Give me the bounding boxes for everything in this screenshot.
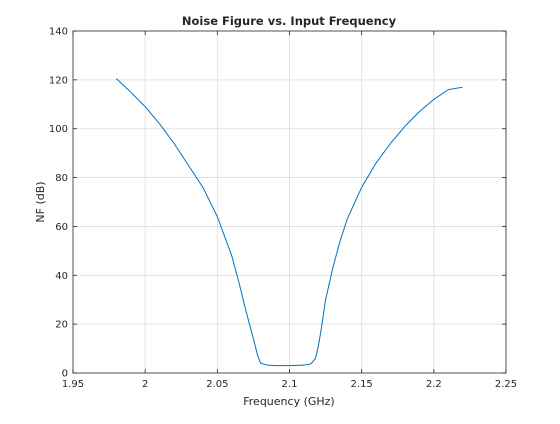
- x-tick-label: 2.2: [426, 379, 442, 390]
- x-tick-label: 2.05: [206, 379, 228, 390]
- data-series: [115, 78, 463, 367]
- y-tick-labels: 0 20 40 60 80 100 120 140: [49, 27, 68, 380]
- grid: [73, 31, 506, 373]
- x-tick-label: 2.15: [351, 379, 373, 390]
- y-tick-label: 120: [49, 75, 68, 86]
- y-tick-label: 80: [55, 173, 68, 184]
- nf-line: [115, 78, 463, 367]
- y-tick-label: 0: [62, 369, 68, 380]
- x-tick-label: 2: [142, 379, 148, 390]
- axis-ticks: [72, 30, 507, 374]
- y-tick-label: 140: [49, 27, 68, 38]
- y-tick-label: 40: [55, 271, 68, 282]
- x-axis-label: Frequency (GHz): [243, 395, 334, 408]
- x-tick-labels: 1.95 2 2.05 2.1 2.15 2.2 2.25: [62, 379, 517, 390]
- x-tick-label: 2.25: [495, 379, 517, 390]
- y-tick-label: 100: [49, 124, 68, 135]
- chart-title: Noise Figure vs. Input Frequency: [182, 14, 397, 28]
- y-axis-label: NF (dB): [34, 181, 47, 222]
- x-tick-label: 1.95: [62, 379, 84, 390]
- y-tick-label: 60: [55, 222, 68, 233]
- y-tick-label: 20: [55, 320, 68, 331]
- x-tick-label: 2.1: [282, 379, 298, 390]
